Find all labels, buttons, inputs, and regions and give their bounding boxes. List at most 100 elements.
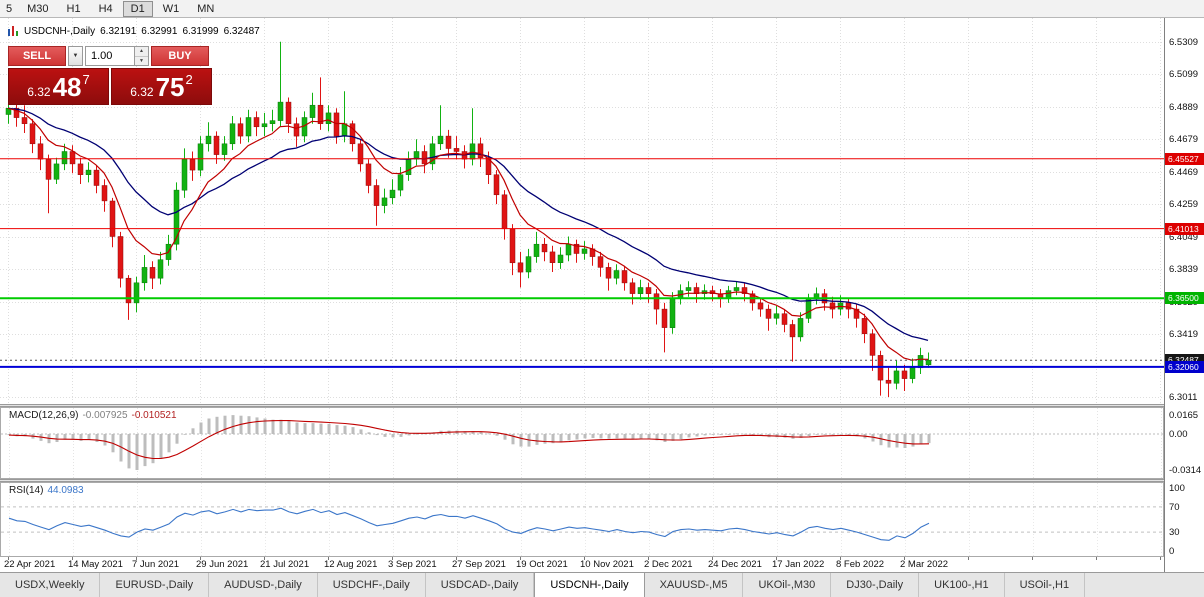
chart-tab-uk100-h1[interactable]: UK100-,H1: [919, 573, 1005, 597]
rsi-name: RSI(14): [9, 485, 44, 496]
time-axis-label: 10 Nov 2021: [580, 559, 634, 570]
time-axis-label: 8 Feb 2022: [836, 559, 885, 570]
time-tick: [520, 557, 521, 560]
time-tick: [1096, 557, 1097, 560]
time-tick: [200, 557, 201, 560]
period-button-mn[interactable]: MN: [189, 1, 222, 17]
period-button-d1[interactable]: D1: [122, 0, 153, 17]
period-button-5[interactable]: 5: [1, 1, 17, 17]
time-axis-label: 29 Jun 2021: [196, 559, 249, 570]
chart-tab-audusd-daily[interactable]: AUDUSD-,Daily: [209, 573, 318, 597]
price-pane[interactable]: USDCNH-,Daily 6.32191 6.32991 6.31999 6.…: [0, 18, 1164, 404]
chart-tab-ukoil-m30[interactable]: UKOil-,M30: [743, 573, 832, 597]
price-scale-label: 6.3011: [1169, 392, 1198, 403]
quote-open: 6.32191: [100, 26, 137, 37]
price-badge: 6.32060: [1165, 360, 1204, 373]
price-scale[interactable]: 6.5309 6.5099 6.4889 6.4679 6.4469 6.4259 6.40…: [1164, 18, 1204, 572]
time-axis-label: 19 Oct 2021: [516, 559, 568, 570]
rsi-scale-label: 30: [1169, 527, 1180, 539]
time-axis[interactable]: 22 Apr 2021 14 May 2021 7 Jun 2021 29 Jun 2…: [0, 557, 1164, 572]
time-tick: [904, 557, 905, 560]
price-scale-label: 6.4889: [1169, 101, 1199, 113]
chart-tab-usdx-weekly[interactable]: USDX,Weekly: [0, 573, 101, 597]
quote-high: 6.32991: [141, 26, 178, 37]
time-axis-label: 12 Aug 2021: [324, 559, 378, 570]
symbol-chart-icon: [8, 26, 19, 37]
chart-tab-bar: USDX,Weekly EURUSD-,Daily AUDUSD-,Daily USD…: [0, 572, 1204, 597]
timeframe-toolbar: 5 M30 H1 H4 D1 W1 MN: [0, 0, 1204, 18]
time-tick: [456, 557, 457, 560]
sell-price-head: 6.32: [27, 85, 51, 99]
time-axis-label: 7 Jun 2021: [132, 559, 180, 570]
time-tick: [328, 557, 329, 560]
period-button-w1[interactable]: W1: [155, 1, 188, 17]
sell-button[interactable]: SELL: [8, 46, 66, 66]
time-axis-label: 27 Sep 2021: [452, 559, 506, 570]
quote-low: 6.31999: [182, 26, 219, 37]
chart-tab-usdcnh-daily[interactable]: USDCNH-,Daily: [534, 573, 645, 597]
pane-splitter[interactable]: [0, 479, 1204, 482]
volume-spin-up-icon[interactable]: ▲: [135, 47, 148, 57]
time-tick: [72, 557, 73, 560]
chart-tab-usoil-h1[interactable]: USOil-,H1: [1005, 573, 1086, 597]
buy-price-sup: 2: [185, 72, 193, 87]
time-axis-label: 21 Jul 2021: [260, 559, 310, 570]
rsi-chart[interactable]: [1, 483, 1163, 556]
buy-price-display[interactable]: 6.32 75 2: [111, 68, 212, 105]
time-tick: [840, 557, 841, 560]
volume-dropdown-button[interactable]: ▼: [68, 46, 83, 66]
time-tick: [264, 557, 265, 560]
macd-chart[interactable]: [1, 408, 1163, 478]
chart-tab-eurusd-daily[interactable]: EURUSD-,Daily: [100, 573, 210, 597]
rsi-indicator-label: RSI(14) 44.0983: [9, 485, 84, 496]
sell-price-big: 48: [52, 71, 82, 102]
time-tick: [1160, 557, 1161, 560]
chart-tab-dj30-daily[interactable]: DJ30-,Daily: [831, 573, 920, 597]
price-badge: 6.41013: [1165, 222, 1204, 235]
chevron-down-icon: ▼: [72, 53, 79, 59]
period-button-m30[interactable]: M30: [19, 1, 56, 17]
pane-splitter[interactable]: [0, 404, 1204, 407]
chart-tab-usdchf-daily[interactable]: USDCHF-,Daily: [318, 573, 426, 597]
rsi-value: 44.0983: [47, 485, 84, 496]
quote-close: 6.32487: [223, 26, 260, 37]
buy-price-head: 6.32: [130, 85, 154, 99]
sell-price-display[interactable]: 6.32 48 7: [8, 68, 109, 105]
volume-spin-down-icon[interactable]: ▼: [135, 56, 148, 65]
time-axis-label: 17 Jan 2022: [772, 559, 825, 570]
time-tick: [776, 557, 777, 560]
price-scale-label: 6.5099: [1169, 69, 1199, 81]
candlestick-chart[interactable]: [0, 18, 1164, 404]
time-axis-label: 14 May 2021: [68, 559, 123, 570]
quote-line: USDCNH-,Daily 6.32191 6.32991 6.31999 6.…: [8, 26, 260, 37]
chart-tab-xauusd-m5[interactable]: XAUUSD-,M5: [645, 573, 744, 597]
time-axis-label: 22 Apr 2021: [4, 559, 56, 570]
macd-scale-label: -0.0314: [1169, 465, 1202, 476]
macd-scale-label: 0.0165: [1169, 410, 1199, 422]
macd-pane[interactable]: MACD(12,26,9) -0.007925 -0.010521: [0, 407, 1164, 479]
buy-button[interactable]: BUY: [151, 46, 209, 66]
price-scale-label: 6.5309: [1169, 37, 1199, 48]
volume-stepper: ▲ ▼: [134, 47, 148, 65]
price-badge: 6.36500: [1165, 292, 1204, 305]
price-scale-label: 6.4259: [1169, 199, 1199, 211]
period-button-h4[interactable]: H4: [91, 1, 121, 17]
price-scale-label: 6.4469: [1169, 166, 1199, 178]
chart-tab-usdcad-daily[interactable]: USDCAD-,Daily: [426, 573, 535, 597]
time-tick: [392, 557, 393, 560]
time-axis-label: 2 Mar 2022: [900, 559, 949, 570]
volume-field[interactable]: ▲ ▼: [85, 46, 149, 66]
time-tick: [648, 557, 649, 560]
time-tick: [1032, 557, 1033, 560]
time-axis-label: 3 Sep 2021: [388, 559, 437, 570]
price-scale-label: 6.4049: [1169, 231, 1199, 243]
rsi-pane[interactable]: RSI(14) 44.0983: [0, 482, 1164, 557]
volume-input[interactable]: [86, 47, 134, 65]
rsi-scale-label: 0: [1169, 546, 1175, 557]
rsi-scale-label: 100: [1169, 483, 1185, 494]
time-tick: [8, 557, 9, 560]
time-tick: [584, 557, 585, 560]
period-button-h1[interactable]: H1: [59, 1, 89, 17]
macd-value-main: -0.007925: [82, 410, 128, 421]
